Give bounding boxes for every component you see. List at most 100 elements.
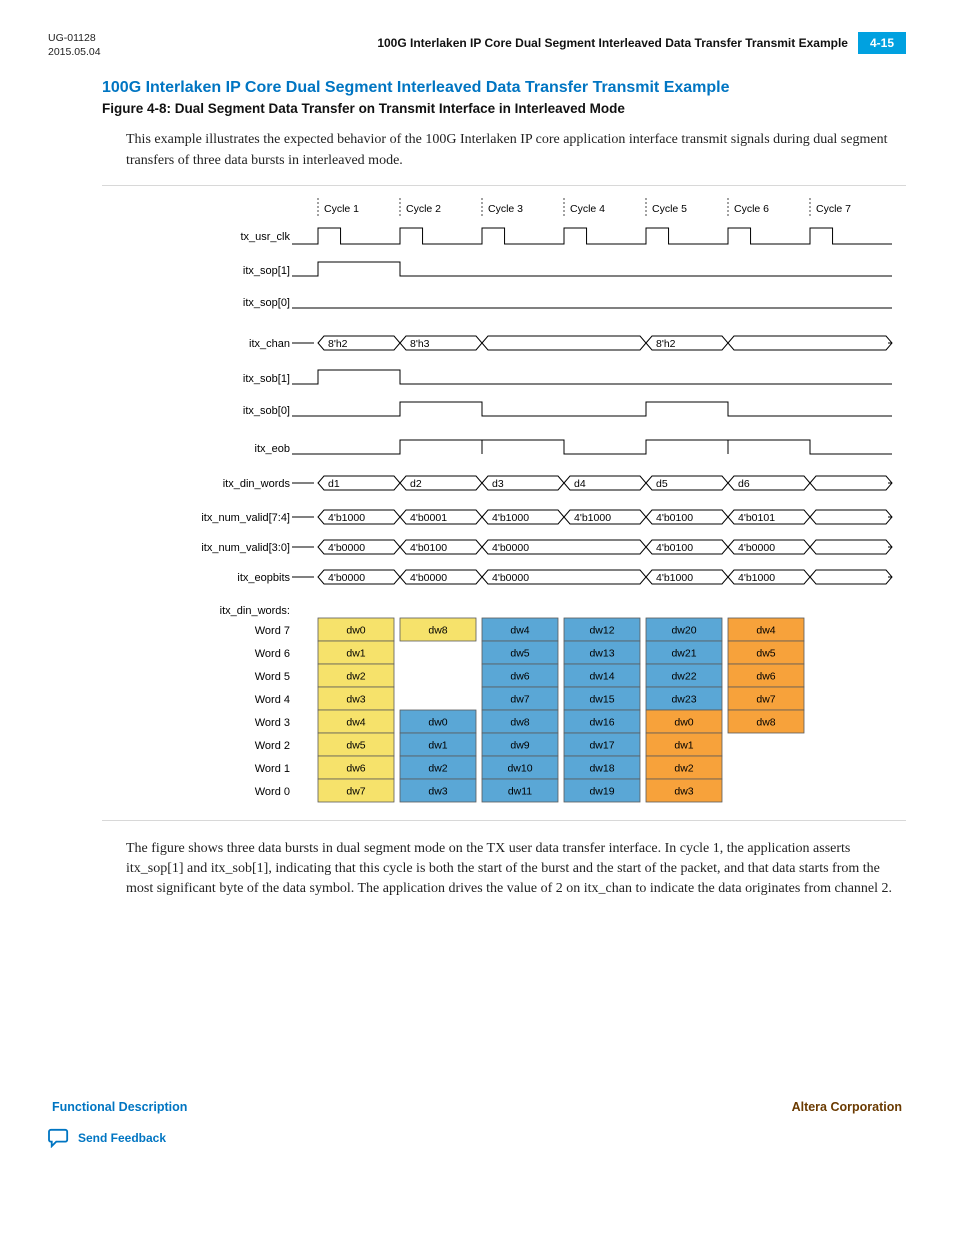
- svg-text:4'b1000: 4'b1000: [492, 512, 529, 524]
- svg-text:itx_sob[1]: itx_sob[1]: [243, 373, 290, 385]
- svg-text:dw2: dw2: [674, 763, 693, 775]
- svg-text:dw1: dw1: [346, 648, 365, 660]
- svg-text:tx_usr_clk: tx_usr_clk: [240, 231, 290, 243]
- svg-text:dw0: dw0: [674, 717, 693, 729]
- footer-right: Altera Corporation: [792, 1100, 902, 1114]
- svg-text:dw1: dw1: [428, 740, 447, 752]
- running-title: 100G Interlaken IP Core Dual Segment Int…: [377, 36, 848, 50]
- svg-text:dw7: dw7: [756, 694, 775, 706]
- svg-text:dw0: dw0: [346, 625, 365, 637]
- timing-diagram-svg: Cycle 1 Cycle 2 Cycle 3 Cycle 4 Cycle 5 Cycle…: [102, 190, 902, 810]
- svg-text:Cycle 3: Cycle 3: [488, 203, 523, 215]
- svg-text:8'h2: 8'h2: [328, 338, 348, 350]
- svg-text:d1: d1: [328, 478, 340, 490]
- svg-text:dw3: dw3: [346, 694, 365, 706]
- send-feedback-link[interactable]: Send Feedback: [48, 1128, 906, 1148]
- figure-caption: Figure 4-8: Dual Segment Data Transfer o…: [102, 101, 906, 116]
- svg-text:dw5: dw5: [756, 648, 775, 660]
- svg-text:4'b0000: 4'b0000: [410, 572, 447, 584]
- svg-text:Word 7: Word 7: [255, 625, 290, 637]
- svg-text:Cycle 1: Cycle 1: [324, 203, 359, 215]
- svg-text:dw22: dw22: [671, 671, 696, 683]
- svg-text:dw7: dw7: [346, 786, 365, 798]
- svg-text:Cycle 5: Cycle 5: [652, 203, 687, 215]
- svg-text:dw4: dw4: [510, 625, 529, 637]
- svg-text:d2: d2: [410, 478, 422, 490]
- svg-text:4'b0000: 4'b0000: [328, 572, 365, 584]
- intro-paragraph: This example illustrates the expected be…: [126, 130, 906, 171]
- svg-text:8'h3: 8'h3: [410, 338, 430, 350]
- svg-text:Cycle 7: Cycle 7: [816, 203, 851, 215]
- svg-text:Cycle 6: Cycle 6: [734, 203, 769, 215]
- svg-text:dw18: dw18: [589, 763, 614, 775]
- svg-text:d4: d4: [574, 478, 586, 490]
- svg-text:8'h2: 8'h2: [656, 338, 676, 350]
- svg-text:dw12: dw12: [589, 625, 614, 637]
- svg-text:itx_num_valid[7:4]: itx_num_valid[7:4]: [201, 512, 290, 524]
- svg-text:dw17: dw17: [589, 740, 614, 752]
- page-header: UG-01128 2015.05.04 100G Interlaken IP C…: [48, 32, 906, 59]
- svg-text:Word 6: Word 6: [255, 648, 290, 660]
- svg-text:Cycle 4: Cycle 4: [570, 203, 605, 215]
- svg-text:d3: d3: [492, 478, 504, 490]
- svg-text:dw8: dw8: [756, 717, 775, 729]
- svg-text:dw14: dw14: [589, 671, 614, 683]
- svg-text:4'b0000: 4'b0000: [492, 542, 529, 554]
- feedback-label: Send Feedback: [78, 1131, 166, 1145]
- svg-text:4'b1000: 4'b1000: [328, 512, 365, 524]
- svg-text:4'b1000: 4'b1000: [574, 512, 611, 524]
- svg-text:dw3: dw3: [428, 786, 447, 798]
- doc-meta: UG-01128 2015.05.04: [48, 32, 101, 59]
- svg-text:4'b0100: 4'b0100: [656, 542, 693, 554]
- timing-diagram: Cycle 1 Cycle 2 Cycle 3 Cycle 4 Cycle 5 Cycle…: [102, 185, 906, 821]
- svg-text:dw4: dw4: [346, 717, 365, 729]
- svg-text:dw8: dw8: [510, 717, 529, 729]
- svg-text:itx_din_words: itx_din_words: [223, 478, 291, 490]
- svg-text:dw7: dw7: [510, 694, 529, 706]
- svg-text:dw9: dw9: [510, 740, 529, 752]
- svg-text:itx_sop[1]: itx_sop[1]: [243, 265, 290, 277]
- svg-text:itx_sop[0]: itx_sop[0]: [243, 297, 290, 309]
- section-title: 100G Interlaken IP Core Dual Segment Int…: [102, 79, 906, 97]
- svg-text:4'b0100: 4'b0100: [656, 512, 693, 524]
- svg-text:dw15: dw15: [589, 694, 614, 706]
- svg-text:dw20: dw20: [671, 625, 696, 637]
- svg-text:dw1: dw1: [674, 740, 693, 752]
- feedback-icon: [48, 1128, 70, 1148]
- svg-text:4'b1000: 4'b1000: [738, 572, 775, 584]
- svg-text:itx_eob: itx_eob: [255, 443, 290, 455]
- svg-text:Cycle 2: Cycle 2: [406, 203, 441, 215]
- page-footer: Functional Description Altera Corporatio…: [48, 1100, 906, 1114]
- svg-text:dw5: dw5: [346, 740, 365, 752]
- svg-text:4'b0000: 4'b0000: [328, 542, 365, 554]
- svg-text:itx_chan: itx_chan: [249, 338, 290, 350]
- svg-text:Word 4: Word 4: [255, 694, 290, 706]
- svg-text:4'b0001: 4'b0001: [410, 512, 447, 524]
- svg-text:itx_din_words:: itx_din_words:: [220, 605, 290, 617]
- doc-date: 2015.05.04: [48, 46, 101, 60]
- svg-text:dw16: dw16: [589, 717, 614, 729]
- svg-text:dw6: dw6: [510, 671, 529, 683]
- svg-text:itx_sob[0]: itx_sob[0]: [243, 405, 290, 417]
- svg-text:dw13: dw13: [589, 648, 614, 660]
- svg-text:d5: d5: [656, 478, 668, 490]
- svg-text:dw21: dw21: [671, 648, 696, 660]
- svg-text:dw10: dw10: [507, 763, 532, 775]
- svg-text:Word 0: Word 0: [255, 786, 290, 798]
- svg-text:4'b1000: 4'b1000: [656, 572, 693, 584]
- svg-text:dw5: dw5: [510, 648, 529, 660]
- svg-text:4'b0101: 4'b0101: [738, 512, 775, 524]
- svg-text:dw2: dw2: [428, 763, 447, 775]
- svg-text:itx_num_valid[3:0]: itx_num_valid[3:0]: [201, 542, 290, 554]
- footer-left: Functional Description: [52, 1100, 187, 1114]
- svg-text:Word 5: Word 5: [255, 671, 290, 683]
- svg-text:dw11: dw11: [508, 786, 532, 798]
- svg-text:dw0: dw0: [428, 717, 447, 729]
- svg-text:Word 3: Word 3: [255, 717, 290, 729]
- svg-text:Word 1: Word 1: [255, 763, 290, 775]
- svg-text:dw2: dw2: [346, 671, 365, 683]
- after-paragraph: The figure shows three data bursts in du…: [126, 839, 906, 900]
- svg-text:Word 2: Word 2: [255, 740, 290, 752]
- page-number-badge: 4-15: [858, 32, 906, 54]
- svg-text:dw19: dw19: [589, 786, 614, 798]
